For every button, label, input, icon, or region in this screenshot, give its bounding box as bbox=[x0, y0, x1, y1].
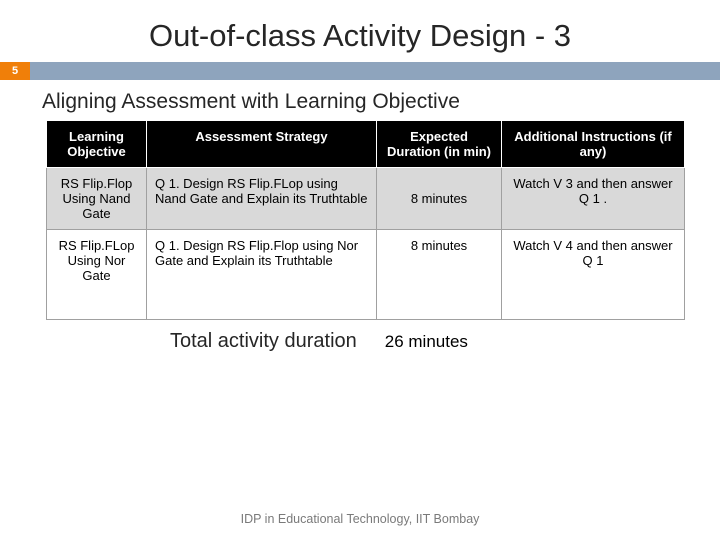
assessment-table: Learning Objective Assessment Strategy E… bbox=[46, 120, 685, 320]
col-header-instructions: Additional Instructions (if any) bbox=[502, 121, 685, 168]
page-number-badge: 5 bbox=[0, 62, 30, 80]
header-bar: 5 bbox=[0, 62, 720, 80]
cell-strategy: Q 1. Design RS Flip.FLop using Nand Gate… bbox=[147, 168, 377, 230]
total-row: Total activity duration 26 minutes bbox=[0, 330, 720, 353]
table-header-row: Learning Objective Assessment Strategy E… bbox=[47, 121, 685, 168]
total-value: 26 minutes bbox=[385, 332, 468, 352]
col-header-duration: Expected Duration (in min) bbox=[377, 121, 502, 168]
table-row: RS Flip.FLop Using Nor Gate Q 1. Design … bbox=[47, 230, 685, 320]
col-header-strategy: Assessment Strategy bbox=[147, 121, 377, 168]
col-header-objective: Learning Objective bbox=[47, 121, 147, 168]
page-title: Out-of-class Activity Design - 3 bbox=[0, 0, 720, 62]
cell-objective: RS Flip.Flop Using Nand Gate bbox=[47, 168, 147, 230]
cell-instructions: Watch V 4 and then answer Q 1 bbox=[502, 230, 685, 320]
cell-objective: RS Flip.FLop Using Nor Gate bbox=[47, 230, 147, 320]
cell-instructions: Watch V 3 and then answer Q 1 . bbox=[502, 168, 685, 230]
cell-duration: 8 minutes bbox=[377, 230, 502, 320]
footer-text: IDP in Educational Technology, IIT Bomba… bbox=[0, 512, 720, 526]
table-row: RS Flip.Flop Using Nand Gate Q 1. Design… bbox=[47, 168, 685, 230]
section-subtitle: Aligning Assessment with Learning Object… bbox=[0, 80, 720, 120]
cell-duration: 8 minutes bbox=[377, 168, 502, 230]
header-bar-fill bbox=[30, 62, 720, 80]
total-label: Total activity duration bbox=[170, 330, 357, 353]
cell-strategy: Q 1. Design RS Flip.Flop using Nor Gate … bbox=[147, 230, 377, 320]
